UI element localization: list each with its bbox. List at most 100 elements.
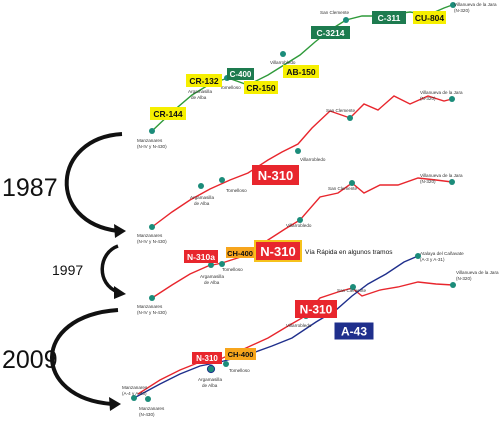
town-manzanares-b: Manzanares (139, 406, 165, 411)
map-1987: Manzanares (N-IV y N-430) Argamasilla de… (137, 90, 463, 244)
town-atalaya: Atalaya del Cañavate (420, 251, 464, 256)
town-argamasilla: Argamasilla (198, 377, 222, 382)
arrow-1987-head (114, 224, 126, 238)
town-san-clemente: San Clemente (320, 10, 350, 15)
node-argamasilla (206, 364, 216, 374)
town-tomelloso: Tomelloso (222, 267, 243, 272)
town-villarrobledo: Villarrobledo (300, 157, 326, 162)
badge-a43: A-43 (333, 321, 375, 341)
svg-text:CU-804: CU-804 (415, 13, 445, 23)
node-manzanares (131, 395, 137, 401)
svg-text:AB-150: AB-150 (286, 67, 316, 77)
town-manzanares: Manzanares (122, 385, 148, 390)
arrow-1987 (64, 132, 123, 233)
town-argamasilla: Argamasilla (200, 274, 224, 279)
town-villanueva-sub: (N-320) (420, 179, 436, 184)
badge-n310: N-310 (252, 165, 299, 185)
town-san-clemente: San Clemente (326, 108, 356, 113)
town-manzanares-b-sub: (N-430) (139, 412, 155, 417)
n310-1987-line (151, 95, 453, 228)
town-argamasilla-sub: de Alba (204, 280, 220, 285)
svg-text:CH-400: CH-400 (227, 249, 253, 258)
badge-n310-via-rapida: N-310 (254, 240, 302, 262)
svg-text:CR-132: CR-132 (189, 76, 219, 86)
badge-c3214: C-3214 (311, 26, 350, 39)
town-manzanares-sub: (A-4 y A-43) (122, 391, 147, 396)
svg-text:N-310: N-310 (258, 168, 293, 183)
badge-cr132: CR-132 (186, 74, 222, 87)
node-manzanares (149, 128, 155, 134)
town-manzanares: Manzanares (137, 138, 163, 143)
node-villanueva (449, 96, 455, 102)
badge-c400: C-400 (227, 68, 254, 80)
badge-ch400: CH-400 (225, 348, 256, 360)
arrow-2009-head (109, 397, 121, 411)
town-villanueva-sub: (N-320) (456, 276, 472, 281)
badge-cr144: CR-144 (150, 107, 186, 120)
svg-text:C-3214: C-3214 (317, 28, 345, 38)
badge-n310-low: N-310 (192, 352, 222, 364)
town-argamasilla: Argamasilla (190, 195, 214, 200)
svg-text:N-310: N-310 (300, 303, 333, 317)
svg-text:A-43: A-43 (341, 325, 367, 339)
badge-c311: C-311 (372, 11, 406, 24)
n310-2009-line (137, 281, 454, 395)
arrow-1997 (100, 244, 119, 294)
node-manzanares-n430 (145, 396, 151, 402)
town-villanueva: Villanueva de la Jara (456, 270, 499, 275)
town-san-clemente: San Clemente (328, 186, 358, 191)
svg-text:C-400: C-400 (230, 70, 252, 79)
node-argamasilla (208, 262, 214, 268)
a43-line (133, 255, 419, 399)
badge-n310a: N-310a (184, 250, 218, 263)
town-villanueva: Villanueva de la Jara (420, 90, 463, 95)
town-argamasilla: Argamasilla (188, 89, 212, 94)
town-argamasilla-sub: de Alba (191, 95, 207, 100)
node-san-clemente (347, 115, 353, 121)
town-villanueva-sub: (N-320) (420, 96, 436, 101)
town-manzanares-sub: (N-IV y N-430) (137, 310, 167, 315)
map-1997: Manzanares (N-IV y N-430) Argamasilla de… (137, 173, 463, 315)
node-san-clemente (343, 17, 349, 23)
arrow-2009 (50, 308, 119, 406)
n310-1997-line (151, 177, 453, 299)
node-villanueva (449, 179, 455, 185)
node-tomelloso (223, 361, 229, 367)
year-label-1987: 1987 (2, 174, 58, 202)
node-villanueva (450, 2, 456, 8)
town-villanueva: Villanueva de la Jara (420, 173, 463, 178)
town-villarrobledo: Villarrobledo (286, 323, 312, 328)
town-argamasilla-sub: de Alba (194, 201, 210, 206)
node-villanueva (450, 282, 456, 288)
town-tomelloso: Tomelloso (229, 368, 250, 373)
svg-text:CR-150: CR-150 (246, 83, 276, 93)
svg-text:N-310: N-310 (196, 354, 218, 363)
town-argamasilla-sub: de Alba (202, 383, 218, 388)
badge-n310-top: N-310 (295, 300, 337, 318)
map-2009: Manzanares (A-4 y A-43) Manzanares (N-43… (122, 251, 499, 417)
town-tomelloso: Tomelloso (220, 85, 241, 90)
arrow-1997-head (114, 286, 126, 299)
town-manzanares: Manzanares (137, 304, 163, 309)
svg-text:N-310: N-310 (260, 244, 295, 259)
town-manzanares-sub: (N-IV y N-430) (137, 144, 167, 149)
town-manzanares-sub: (N-IV y N-430) (137, 239, 167, 244)
svg-text:CR-144: CR-144 (153, 109, 183, 119)
map-regional-roads: Manzanares (N-IV y N-430) Argamasilla de… (137, 2, 497, 149)
node-villarrobledo (280, 51, 286, 57)
node-san-clemente (349, 180, 355, 186)
badge-ab150: AB-150 (283, 65, 319, 78)
node-villarrobledo (295, 148, 301, 154)
svg-text:C-311: C-311 (378, 13, 401, 23)
node-manzanares (149, 295, 155, 301)
town-villarrobledo: Villarrobledo (286, 223, 312, 228)
town-atalaya-sub: (A-3 y A-31) (420, 257, 445, 262)
svg-text:N-310a: N-310a (187, 252, 215, 262)
svg-text:CH-400: CH-400 (228, 350, 254, 359)
badge-cr150: CR-150 (244, 81, 278, 94)
town-villanueva-sub: (N-320) (454, 8, 470, 13)
node-atalaya (415, 253, 421, 259)
node-argamasilla (198, 183, 204, 189)
